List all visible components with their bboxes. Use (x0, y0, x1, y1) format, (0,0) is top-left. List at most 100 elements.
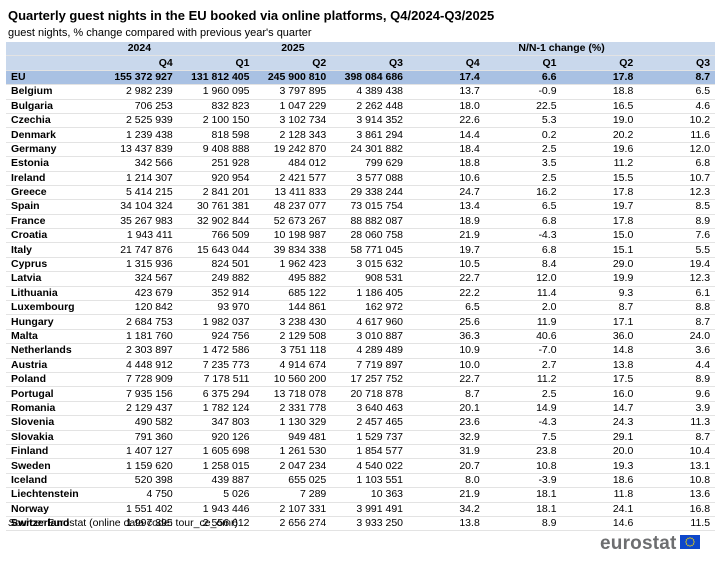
table-cell: 2 129 508 (254, 329, 332, 345)
table-cell: 10.8 (638, 472, 716, 489)
table-cell: 2 421 577 (254, 171, 332, 186)
table-cell: 144 861 (254, 300, 332, 316)
table-cell: 3 914 352 (331, 113, 409, 129)
table-row: Slovakia 791 360 920 126 949 481 1 529 737 32… (6, 430, 716, 445)
row-label: EU (6, 69, 101, 86)
table-cell: 22.6 (408, 113, 485, 129)
table-cell: 7.5 (484, 430, 562, 445)
table-cell: 766 509 (177, 228, 255, 244)
table-cell: 4 540 022 (331, 458, 409, 474)
table-cell: 16.8 (638, 502, 716, 517)
table-cell: 32 902 844 (177, 214, 255, 230)
table-cell: 34.2 (408, 502, 485, 517)
table-cell: 8.9 (638, 372, 716, 388)
table-cell: 13 411 833 (254, 185, 332, 201)
row-label: Malta (6, 329, 101, 345)
table-cell: 10.2 (638, 113, 716, 129)
table-cell: 15.5 (561, 171, 639, 186)
table-cell: 2 303 897 (101, 343, 178, 359)
source-text: Eurostat (online data code: tour_ce_omr) (47, 517, 238, 529)
column-header: Q4 (101, 55, 178, 71)
table-cell: 19.6 (561, 142, 639, 158)
table-cell: 24.0 (638, 329, 716, 345)
table-cell: 18.8 (408, 156, 485, 172)
table-cell: 1 130 329 (254, 415, 332, 431)
table-cell: 18.1 (484, 502, 562, 517)
table-cell: 35 267 983 (101, 214, 178, 230)
table-cell: 1 943 411 (101, 228, 178, 244)
table-cell: 10 198 987 (254, 228, 332, 244)
table-row: Bulgaria 706 253 832 823 1 047 229 2 262 448… (6, 99, 716, 114)
row-label: Ireland (6, 171, 101, 186)
table-cell: 17.8 (561, 214, 639, 230)
table-cell: 8.7 (638, 69, 716, 86)
column-header: Q4 (408, 55, 485, 71)
table-cell: 1 239 438 (101, 127, 178, 143)
table-cell: 4 389 438 (331, 84, 409, 100)
table-cell: 245 900 810 (254, 69, 332, 86)
row-label: Slovakia (6, 430, 101, 445)
source-label: Source: (8, 517, 45, 529)
logo-text: eurostat (600, 533, 677, 554)
table-cell: 39 834 338 (254, 242, 332, 258)
table-cell: 2 982 239 (101, 84, 178, 100)
table-cell: 58 771 045 (331, 242, 409, 258)
row-label: Netherlands (6, 343, 101, 359)
table-cell: 13.6 (638, 487, 716, 503)
row-label: Latvia (6, 271, 101, 287)
table-cell: 10.5 (408, 257, 485, 273)
table-row: Czechia 2 525 939 2 100 150 3 102 734 3 914 … (6, 113, 716, 129)
table-cell: 19.9 (561, 271, 639, 287)
row-label: Poland (6, 372, 101, 388)
table-cell: 3 102 734 (254, 113, 332, 129)
table-cell: 13.7 (408, 84, 485, 100)
table-cell: 791 360 (101, 430, 178, 445)
table-cell: 2 129 437 (101, 401, 178, 417)
table-row: Hungary 2 684 753 1 982 037 3 238 430 4 617 … (6, 314, 716, 330)
table-cell: 13 437 839 (101, 142, 178, 158)
table-cell: 3.9 (638, 401, 716, 417)
table-cell: 10.0 (408, 358, 485, 373)
table-cell: 324 567 (101, 271, 178, 287)
table-cell: 88 882 087 (331, 214, 409, 230)
header-cell (6, 55, 101, 71)
table-cell: 818 598 (177, 127, 255, 143)
table-cell: 2.0 (484, 300, 562, 316)
table-cell: 36.0 (561, 329, 639, 345)
row-label: Belgium (6, 84, 101, 100)
table-cell: 1 854 577 (331, 444, 409, 460)
table-cell: 10.6 (408, 171, 485, 186)
table-cell: 13.1 (638, 458, 716, 474)
table-cell: 6.6 (484, 69, 562, 86)
table-cell: 342 566 (101, 156, 178, 172)
table-cell: 48 237 077 (254, 199, 332, 215)
row-label: Lithuania (6, 286, 101, 302)
table-cell: 3 861 294 (331, 127, 409, 143)
row-label: Romania (6, 401, 101, 417)
table-cell: 17.4 (408, 69, 485, 86)
table-cell: 19.7 (561, 199, 639, 215)
table-cell: 10.7 (638, 171, 716, 186)
table-cell: 4 289 489 (331, 343, 409, 359)
table-cell: 11.2 (484, 372, 562, 388)
table-cell: 8.8 (638, 300, 716, 316)
table-cell: 1 186 405 (331, 286, 409, 302)
table-cell: 1 551 402 (101, 502, 178, 517)
group-header: N/N-1 change (%) (408, 42, 716, 57)
group-header: 2024 (101, 42, 178, 57)
table-cell: 14.4 (408, 127, 485, 143)
table-cell: 7 719 897 (331, 358, 409, 373)
row-label: Denmark (6, 127, 101, 143)
table-cell: 21.9 (408, 228, 485, 244)
table-row: Germany 13 437 839 9 408 888 19 242 870 24 3… (6, 142, 716, 158)
table-row: France 35 267 983 32 902 844 52 673 267 88 8… (6, 214, 716, 230)
table-cell: 3.6 (638, 343, 716, 359)
table-cell: 8.9 (484, 516, 562, 532)
table-cell: 23.8 (484, 444, 562, 460)
table-cell: 1 214 307 (101, 171, 178, 186)
table-cell: 2 107 331 (254, 502, 332, 517)
table-cell: 14.6 (561, 516, 639, 532)
header-cell (6, 42, 101, 57)
table-cell: 6 375 294 (177, 386, 255, 402)
table-cell: 93 970 (177, 300, 255, 316)
